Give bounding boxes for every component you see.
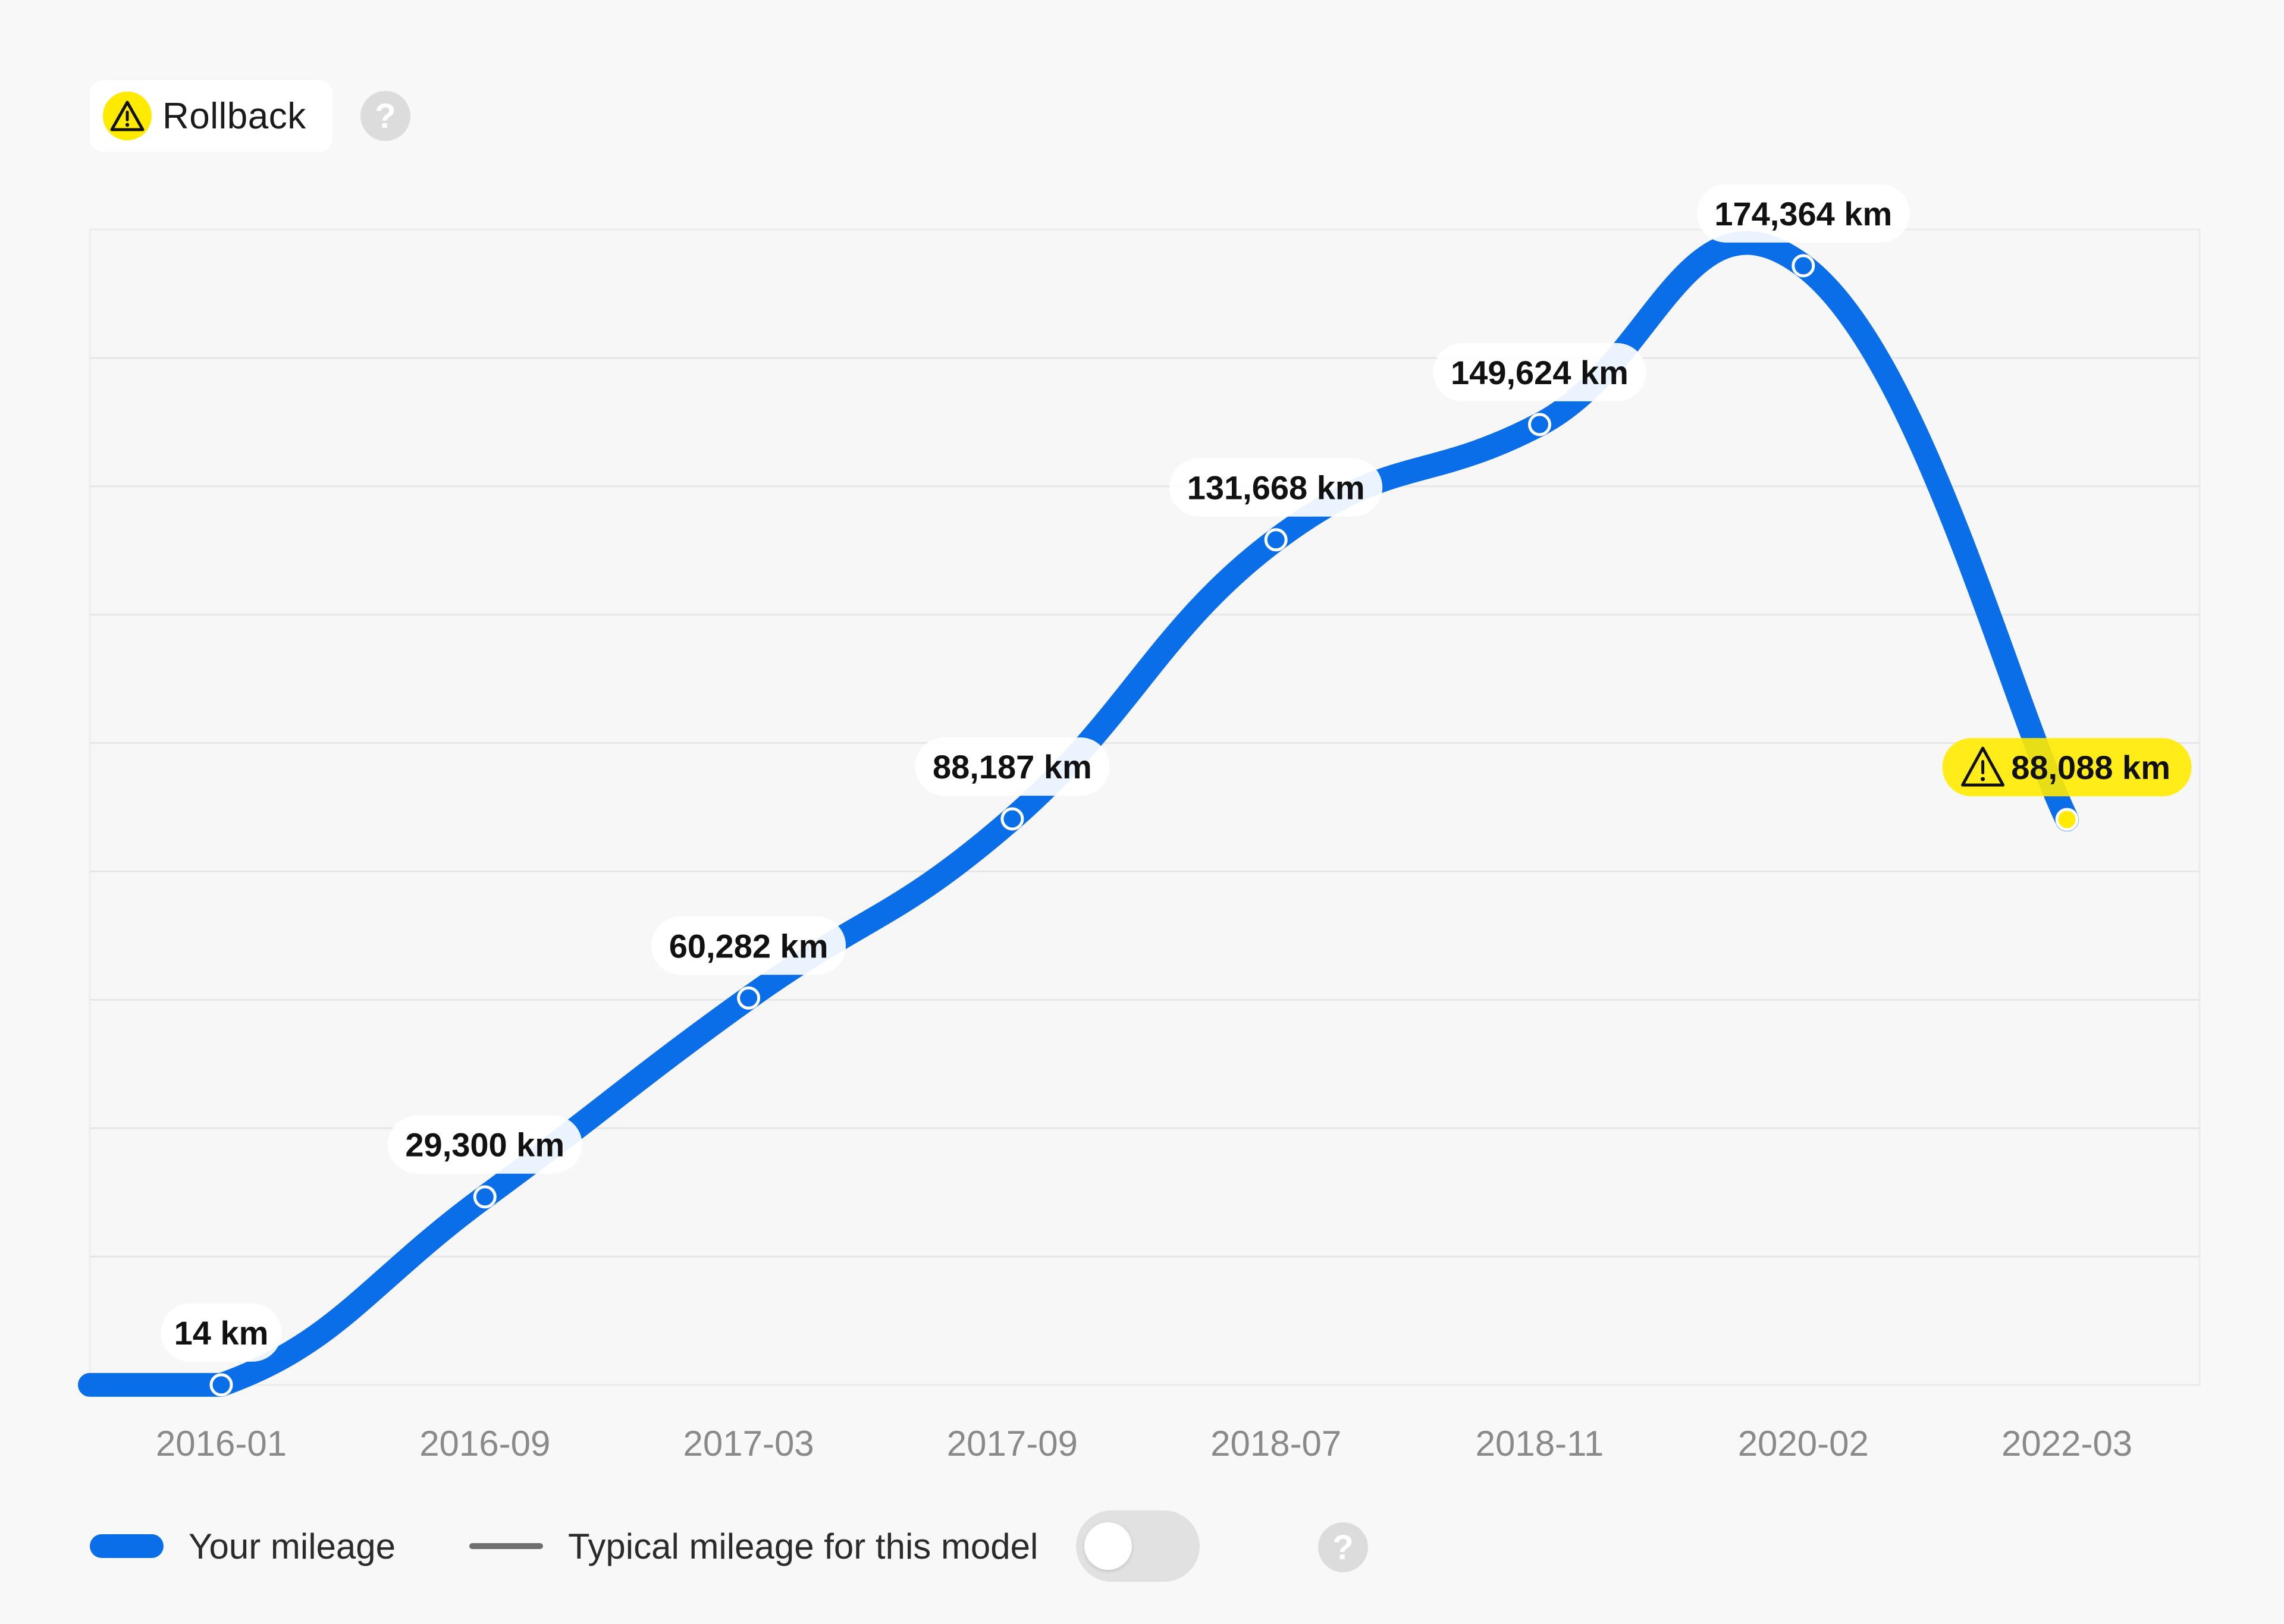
data-label-bg bbox=[1433, 343, 1646, 401]
x-tick-label: 2020-02 bbox=[1738, 1424, 1869, 1463]
data-label-bg bbox=[651, 916, 846, 975]
data-point-marker bbox=[1264, 528, 1288, 552]
chart-legend: Your mileage Typical mileage for this mo… bbox=[90, 1510, 1200, 1582]
data-label-bg bbox=[161, 1303, 282, 1362]
help-icon[interactable]: ? bbox=[360, 91, 410, 141]
data-point-marker bbox=[2055, 808, 2079, 831]
toggle-knob bbox=[1084, 1522, 1132, 1570]
data-label: 149,624 km bbox=[1451, 354, 1629, 391]
data-label: 174,364 km bbox=[1714, 195, 1892, 233]
help-icon[interactable]: ? bbox=[1318, 1522, 1368, 1572]
data-point-marker bbox=[737, 986, 761, 1010]
data-label-bg bbox=[1942, 738, 2192, 797]
data-point-marker bbox=[1528, 413, 1551, 436]
x-tick-label: 2016-09 bbox=[419, 1424, 550, 1463]
data-label-bg bbox=[1696, 184, 1910, 243]
data-label: 131,668 km bbox=[1187, 469, 1365, 507]
x-tick-label: 2018-07 bbox=[1210, 1424, 1341, 1463]
data-point-marker bbox=[209, 1373, 233, 1397]
legend-label-your-mileage: Your mileage bbox=[189, 1526, 396, 1566]
rollback-badge: Rollback bbox=[90, 80, 332, 152]
data-point-marker bbox=[1792, 254, 1815, 278]
plot-area bbox=[89, 228, 2201, 1386]
typical-mileage-swatch bbox=[469, 1543, 544, 1549]
x-tick-label: 2018-11 bbox=[1476, 1424, 1604, 1463]
warning-icon-bar bbox=[1981, 760, 1985, 775]
x-tick-label: 2022-03 bbox=[2001, 1424, 2132, 1463]
your-mileage-swatch bbox=[90, 1534, 164, 1558]
data-label-bg bbox=[915, 737, 1110, 796]
data-label: 29,300 km bbox=[405, 1126, 564, 1164]
data-label-bg bbox=[387, 1115, 582, 1174]
data-label: 60,282 km bbox=[669, 927, 829, 965]
warning-icon bbox=[1961, 746, 2005, 787]
typical-mileage-toggle[interactable] bbox=[1076, 1510, 1200, 1582]
data-label: 88,187 km bbox=[933, 748, 1092, 786]
x-tick-label: 2016-01 bbox=[156, 1424, 287, 1463]
data-label-bg bbox=[1169, 458, 1383, 517]
legend-label-typical-mileage: Typical mileage for this model bbox=[568, 1526, 1039, 1566]
data-label: 14 km bbox=[174, 1314, 269, 1352]
data-point-marker bbox=[1000, 807, 1024, 831]
warning-icon bbox=[103, 92, 152, 140]
x-tick-label: 2017-03 bbox=[683, 1424, 814, 1463]
data-label: 88,088 km bbox=[2011, 749, 2170, 786]
badge-label: Rollback bbox=[162, 95, 306, 137]
warning-icon-dot bbox=[1981, 777, 1985, 781]
data-point-marker bbox=[473, 1185, 497, 1209]
x-tick-label: 2017-09 bbox=[947, 1424, 1078, 1463]
